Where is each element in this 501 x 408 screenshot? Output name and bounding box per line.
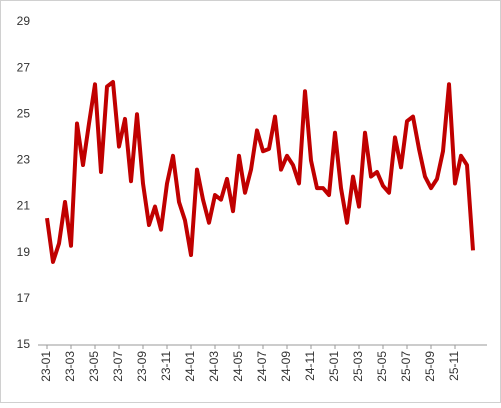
y-tick-label: 15 xyxy=(17,337,31,351)
y-tick-label: 21 xyxy=(17,199,31,213)
data-line xyxy=(45,79,475,264)
x-tick-label: 24-09 xyxy=(279,351,293,382)
x-tick-label: 24-07 xyxy=(255,351,269,382)
y-tick-label: 17 xyxy=(17,291,31,305)
x-tick-label: 25-07 xyxy=(399,351,413,382)
x-tick-label: 23-05 xyxy=(87,351,101,382)
y-tick-label: 19 xyxy=(17,245,31,259)
x-tick-label: 24-11 xyxy=(303,351,317,381)
x-tick-label: 23-09 xyxy=(135,351,149,382)
y-tick-label: 29 xyxy=(17,14,31,28)
x-tick-label: 23-11 xyxy=(159,351,173,381)
x-tick-label: 25-11 xyxy=(447,351,461,381)
x-tick-label: 24-05 xyxy=(231,351,245,382)
y-tick-label: 25 xyxy=(17,106,31,120)
y-tick-label: 23 xyxy=(17,153,31,167)
x-tick-label: 24-01 xyxy=(183,351,197,382)
x-tick-label: 25-01 xyxy=(327,351,341,382)
x-tick-label: 23-07 xyxy=(111,351,125,382)
x-tick-label: 23-03 xyxy=(63,351,77,382)
x-tick-label: 23-01 xyxy=(39,351,53,382)
y-tick-label: 27 xyxy=(17,60,31,74)
x-tick-label: 25-03 xyxy=(351,351,365,382)
x-tick-label: 25-09 xyxy=(423,351,437,382)
x-tick-label: 25-05 xyxy=(375,351,389,382)
x-tick-label: 24-03 xyxy=(207,351,221,382)
